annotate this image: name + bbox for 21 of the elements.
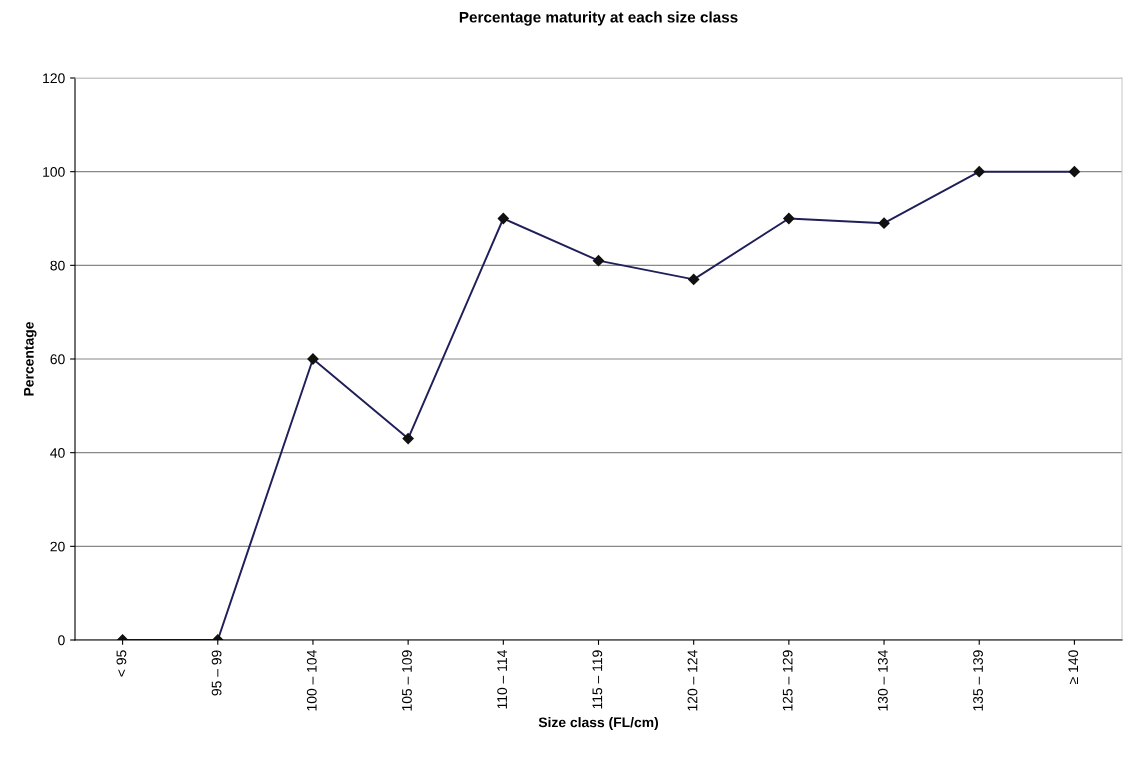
y-tick-label: 100	[43, 167, 65, 177]
y-tick-label: 80	[50, 260, 65, 271]
y-tick-label: 0	[58, 635, 65, 646]
x-tick-label: 95 – 99	[211, 650, 222, 696]
x-tick-label: 135 – 139	[973, 650, 983, 711]
x-tick-label: 115 – 119	[592, 650, 603, 709]
x-tick-label: ≥ 140	[1068, 650, 1079, 684]
y-tick-label: 40	[50, 448, 65, 458]
y-tick-label: 60	[50, 354, 65, 365]
x-tick-label: 125 – 129	[782, 650, 793, 711]
x-tick-label: 105 – 109	[402, 650, 412, 711]
x-tick-label: 120 – 124	[687, 650, 698, 711]
y-axis-title: Percentage	[24, 322, 37, 396]
x-tick-label: 110 – 114	[497, 650, 508, 709]
y-tick-label: 120	[43, 73, 65, 84]
y-tick-label: 20	[50, 541, 65, 552]
x-axis-title: Size class (FL/cm)	[538, 717, 659, 731]
chart-title: Percentage maturity at each size class	[459, 11, 738, 26]
x-tick-label: < 95	[116, 650, 127, 677]
x-tick-label: 130 – 134	[877, 650, 888, 711]
x-tick-label: 100 – 104	[306, 650, 317, 711]
